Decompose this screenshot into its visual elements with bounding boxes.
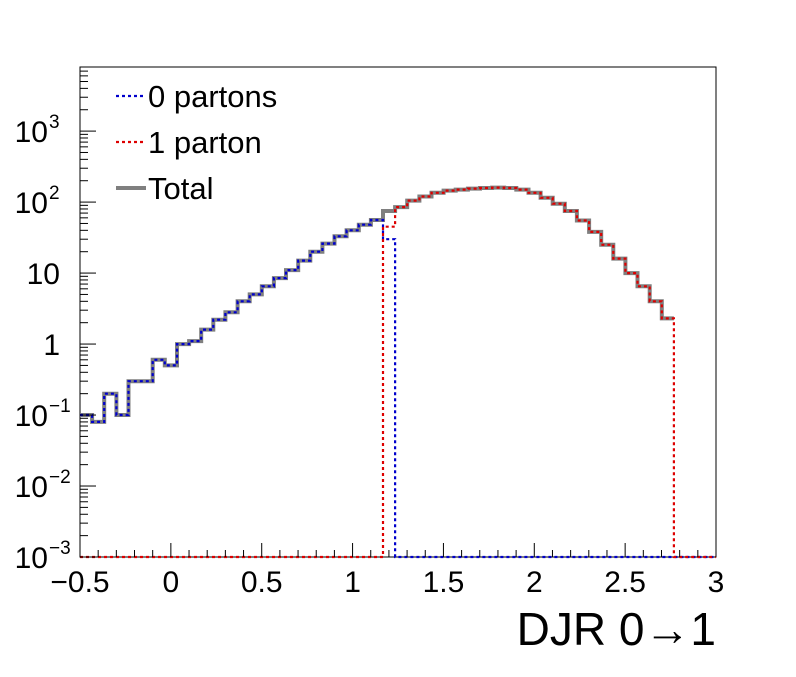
x-tick-label: 2 bbox=[526, 566, 543, 599]
legend-label: Total bbox=[148, 171, 213, 206]
x-tick-label: −0.5 bbox=[50, 566, 109, 599]
x-tick-label: 1 bbox=[344, 566, 361, 599]
x-tick-label: 0.5 bbox=[241, 566, 283, 599]
y-tick-label: 1 bbox=[43, 329, 60, 362]
y-tick-label: 10 bbox=[15, 116, 48, 149]
legend-label: 0 partons bbox=[148, 79, 277, 114]
series-line-total bbox=[80, 185, 674, 424]
x-axis-title: DJR 0→1 bbox=[517, 603, 716, 655]
y-tick-exponent: 2 bbox=[49, 183, 60, 204]
legend-label: 1 parton bbox=[148, 125, 262, 160]
y-tick-label: 10 bbox=[27, 258, 60, 291]
series-line-0-partons bbox=[80, 218, 716, 559]
y-tick-label: 10 bbox=[15, 542, 48, 575]
x-tick-label: 1.5 bbox=[423, 566, 465, 599]
y-tick-exponent: −3 bbox=[49, 538, 71, 559]
series-line-1-parton bbox=[80, 186, 716, 559]
x-axis: −0.5 0 0.5 1 1.5 2 2.5 3 bbox=[50, 543, 724, 599]
legend: 0 partons 1 parton Total bbox=[116, 79, 277, 206]
series-layer bbox=[80, 185, 716, 559]
plot-frame bbox=[79, 66, 717, 558]
y-tick-label: 10 bbox=[15, 400, 48, 433]
y-tick-label: 10 bbox=[15, 471, 48, 504]
y-tick-exponent: 3 bbox=[49, 112, 60, 133]
x-tick-label: 2.5 bbox=[604, 566, 646, 599]
y-tick-exponent: −1 bbox=[49, 396, 71, 417]
x-tick-label: 0 bbox=[163, 566, 180, 599]
x-tick-label: 3 bbox=[708, 566, 725, 599]
y-tick-exponent: −2 bbox=[49, 467, 71, 488]
y-tick-label: 10 bbox=[15, 187, 48, 220]
